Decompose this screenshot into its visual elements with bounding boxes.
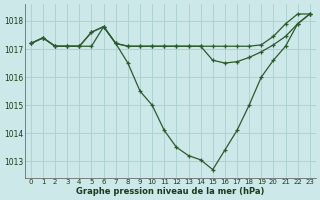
X-axis label: Graphe pression niveau de la mer (hPa): Graphe pression niveau de la mer (hPa) [76,187,265,196]
